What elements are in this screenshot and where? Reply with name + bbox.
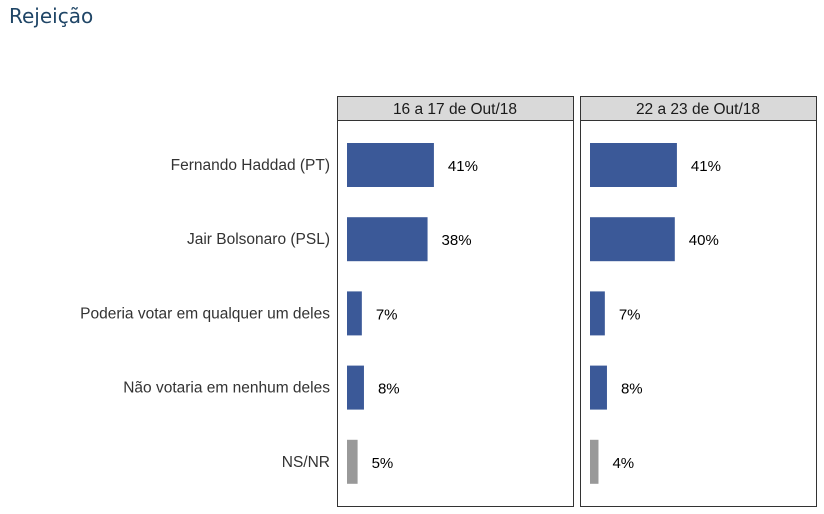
data-label: 41% [691,158,721,175]
bar [590,439,599,484]
data-label: 40% [689,232,719,249]
panel-title: 22 a 23 de Out/18 [636,101,760,118]
data-label: 5% [372,455,394,472]
panel-strip [580,96,817,121]
page-title: Rejeição [9,4,94,28]
data-label: 7% [376,306,398,323]
panel-title: 16 a 17 de Out/18 [393,101,517,118]
bar [347,439,358,484]
category-label: Fernando Haddad (PT) [171,157,330,174]
data-label: 41% [448,158,478,175]
bar [347,291,362,336]
bar [590,291,605,336]
bar [590,365,607,410]
category-label: Jair Bolsonaro (PSL) [187,231,330,248]
bar [347,217,428,262]
panel-strip [337,96,574,121]
category-label: Não votaria em nenhum deles [123,380,330,397]
bar [590,143,677,187]
data-label: 8% [378,381,400,398]
data-label: 8% [621,381,643,398]
bar [347,365,364,410]
category-label: NS/NR [282,454,330,471]
data-label: 38% [442,232,472,249]
data-label: 7% [619,306,641,323]
data-label: 4% [612,455,634,472]
bar [347,143,434,187]
category-label: Poderia votar em qualquer um deles [80,305,330,322]
bar [590,217,675,262]
